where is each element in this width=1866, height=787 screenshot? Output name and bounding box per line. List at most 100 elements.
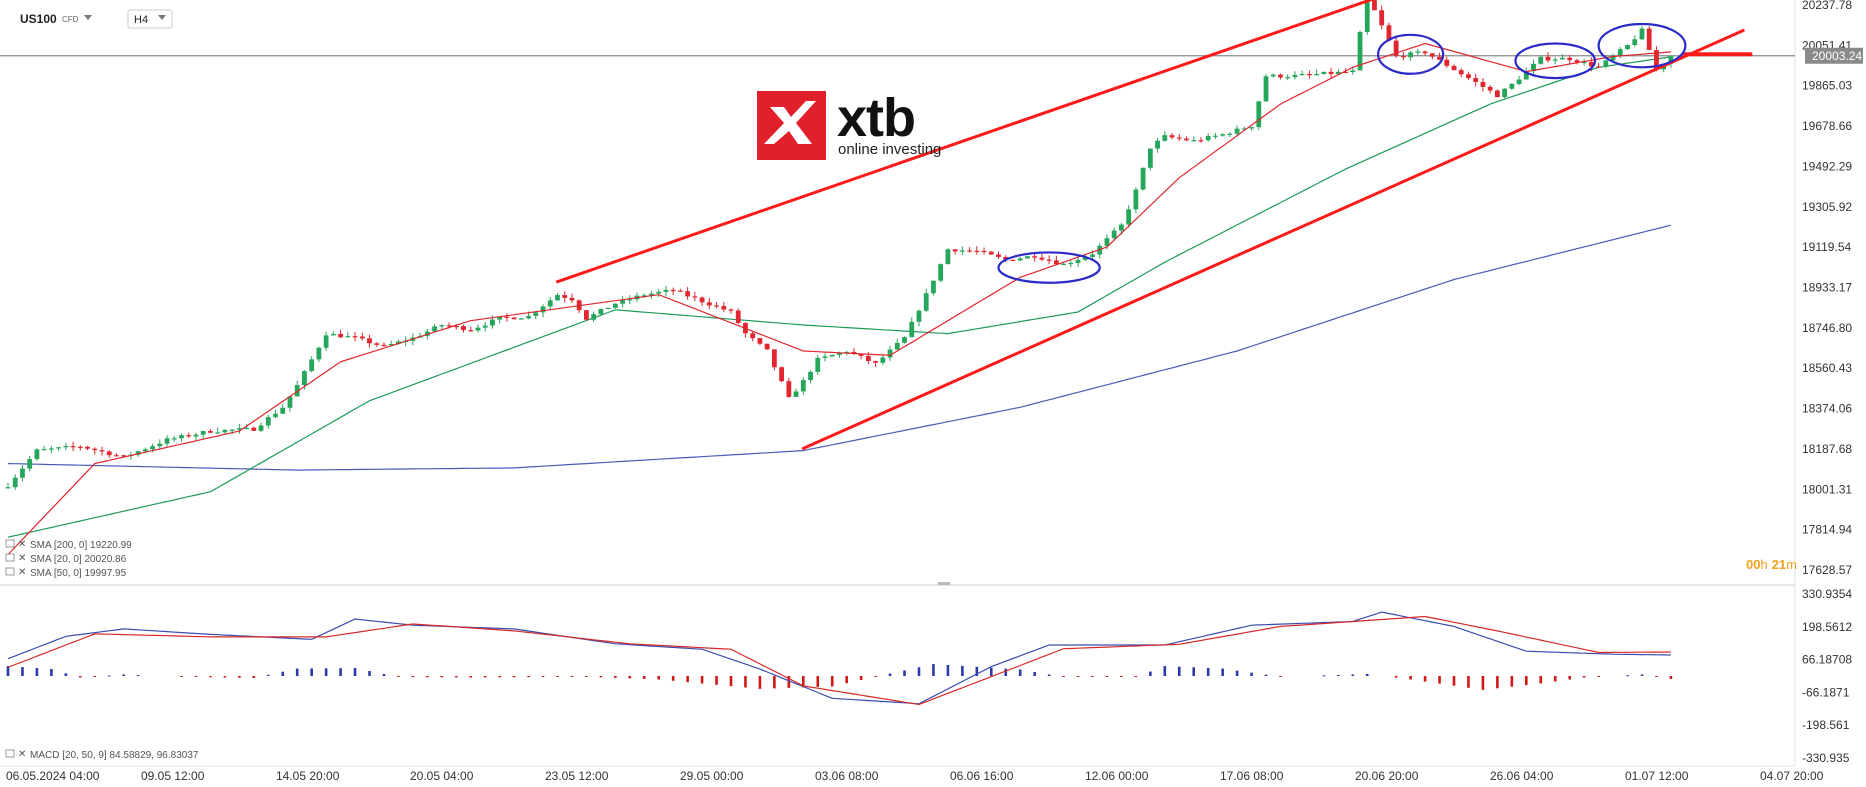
candle [800, 377, 806, 396]
time-tick-label: 20.06 20:00 [1355, 769, 1419, 783]
macd-histogram-bar [1365, 674, 1369, 676]
candle [1111, 227, 1117, 240]
logo-brand-text: xtb [837, 88, 915, 148]
candle [1646, 26, 1652, 51]
circle-annotation[interactable] [997, 251, 1101, 284]
candle [1379, 5, 1385, 30]
macd-histogram-bar [758, 676, 762, 689]
price-tag-background [1805, 47, 1863, 64]
candle [1632, 35, 1638, 47]
candle [215, 427, 221, 434]
candle [56, 446, 62, 451]
candle [1596, 63, 1601, 68]
macd-histogram-bar [483, 676, 487, 678]
price-tick-label: 19119.54 [1802, 240, 1851, 254]
macd-lines [7, 611, 1671, 706]
candle [663, 285, 669, 297]
time-tick-label: 29.05 00:00 [680, 769, 744, 783]
countdown-hours: 00 [1746, 557, 1760, 572]
macd-histogram-bar [1394, 676, 1398, 678]
list-icon[interactable] [5, 553, 15, 562]
candle [1184, 136, 1189, 142]
legend-sma200[interactable]: ✕ SMA [200, 0] 19220.99 [5, 539, 132, 551]
candle [887, 345, 893, 361]
symbol-label: US100 [20, 12, 57, 26]
candle [63, 442, 69, 451]
candle [1285, 74, 1291, 81]
candle [1444, 56, 1450, 68]
macd-histogram-bar [512, 676, 516, 678]
trendline[interactable] [555, 0, 1454, 284]
candle [258, 422, 264, 432]
candle [77, 445, 83, 451]
close-icon[interactable]: ✕ [18, 749, 26, 760]
close-icon[interactable]: ✕ [18, 539, 26, 550]
macd-histogram-bar [975, 666, 979, 677]
candle [330, 331, 336, 336]
candle [179, 433, 184, 442]
circle-annotation[interactable] [1376, 33, 1445, 75]
macd-histogram-bar [440, 676, 444, 678]
interval-dropdown-chevron-icon[interactable] [158, 15, 166, 20]
candle [5, 482, 11, 489]
symbol-dropdown-chevron-icon[interactable] [84, 15, 92, 20]
candle [1314, 69, 1320, 76]
macd-histogram-bar [556, 676, 559, 678]
trendlines[interactable] [555, 0, 1753, 450]
price-tick-label: 19678.66 [1802, 119, 1852, 133]
list-icon[interactable] [5, 567, 15, 576]
candle [923, 288, 929, 313]
close-icon[interactable]: ✕ [18, 567, 26, 578]
sma200-line [7, 224, 1672, 471]
price-tick-label: 18933.17 [1802, 280, 1852, 294]
pane-resize-handle[interactable] [938, 582, 950, 585]
macd-histogram-bar [1134, 676, 1138, 678]
list-icon[interactable] [5, 749, 15, 758]
candle [721, 301, 727, 313]
candle [996, 251, 1001, 260]
candle [1509, 82, 1515, 90]
macd-histogram-bar [1177, 666, 1181, 677]
price-tick-label: 17814.94 [1802, 523, 1852, 537]
candle [171, 435, 177, 442]
candle [1278, 73, 1283, 80]
sma20-path [7, 42, 1671, 555]
circle-annotation[interactable] [1597, 22, 1687, 69]
macd-histogram-bar [411, 676, 415, 678]
price-tick-label: 17628.57 [1802, 563, 1852, 577]
macd-histogram-bar [874, 676, 877, 678]
price-tick-label: 18374.06 [1802, 402, 1852, 416]
interval-selector[interactable] [127, 9, 173, 29]
candle [1545, 52, 1551, 63]
candle [164, 435, 170, 447]
candle [656, 288, 662, 298]
macd-histogram-bar [1149, 671, 1152, 677]
close-icon[interactable]: ✕ [18, 553, 26, 564]
macd-histogram-bar [1250, 672, 1253, 677]
macd-histogram-bar [1264, 674, 1268, 677]
circle-annotations[interactable] [997, 22, 1687, 284]
candlesticks [5, 0, 1674, 490]
candle [1408, 50, 1414, 61]
legend-sma50[interactable]: ✕ SMA [50, 0] 19997.95 [5, 567, 127, 579]
macd-histogram-bar [527, 676, 530, 678]
time-tick-label: 06.06 16:00 [950, 769, 1014, 783]
macd-histogram-bar [50, 669, 53, 677]
time-tick-label: 01.07 12:00 [1625, 769, 1689, 783]
macd-histogram-bar [1062, 676, 1065, 678]
candle [1466, 71, 1471, 81]
candle [1429, 53, 1435, 60]
macd-histogram-bar [614, 676, 617, 678]
macd-histogram-bar [35, 668, 39, 676]
circle-annotation[interactable] [1514, 42, 1597, 80]
macd-histogram-bar [787, 676, 791, 688]
macd-histogram-bar [1669, 676, 1673, 679]
legend-sma20[interactable]: ✕ SMA [20, 0] 20020.86 [5, 553, 127, 565]
trendline[interactable] [801, 28, 1745, 450]
macd-histogram-bar [700, 676, 704, 684]
candle [959, 246, 965, 255]
list-icon[interactable] [5, 539, 15, 548]
legend-macd[interactable]: ✕ MACD [20, 50, 9] 84.58829, 96.83037 [5, 749, 199, 761]
macd-histogram-bar [859, 676, 863, 680]
